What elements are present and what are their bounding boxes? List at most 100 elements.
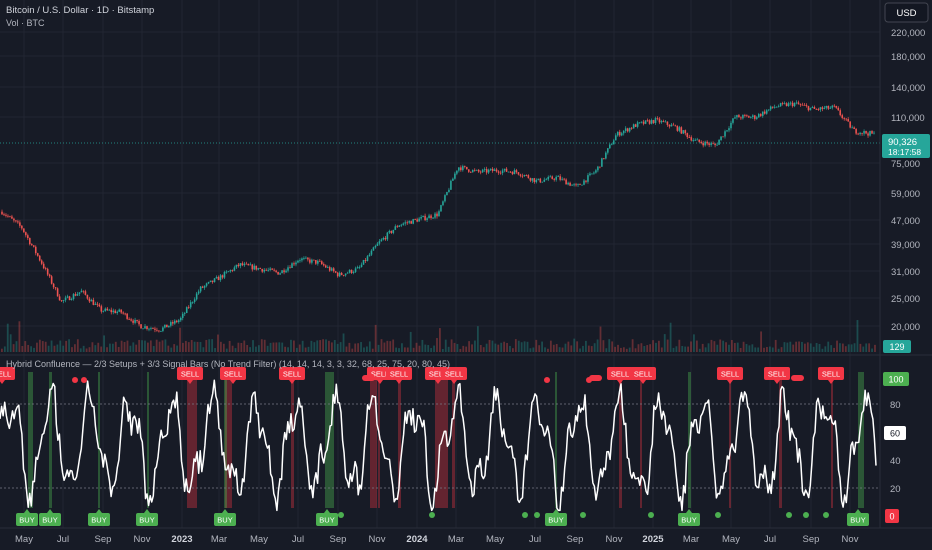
buy-signal-label: BUY xyxy=(217,516,232,525)
candle-body xyxy=(404,222,407,224)
volume-bar xyxy=(418,345,421,352)
oscillator-tick: 20 xyxy=(890,484,901,495)
volume-bar xyxy=(690,341,692,352)
oscillator-axis[interactable]: 100 80 60 40 20 0 xyxy=(883,372,909,523)
price-axis[interactable]: 220,000 180,000 140,000 110,000 75,000 5… xyxy=(891,28,925,333)
candle-body xyxy=(229,270,232,272)
sell-dot xyxy=(586,377,592,383)
volume-bar xyxy=(436,338,438,352)
candle-body xyxy=(221,275,224,278)
candle-body xyxy=(555,176,557,180)
candle-body xyxy=(418,218,420,222)
currency-button[interactable]: USD xyxy=(884,2,929,23)
volume-bar xyxy=(222,343,225,352)
buy-band xyxy=(98,372,100,508)
candle-body xyxy=(722,136,724,138)
volume-bar xyxy=(205,339,208,352)
candle-body xyxy=(88,298,91,302)
candle-body xyxy=(509,171,512,173)
buy-signal[interactable] xyxy=(678,513,700,526)
candle-body xyxy=(269,268,271,270)
buy-signal-label: BUY xyxy=(319,516,334,525)
buy-signal[interactable] xyxy=(39,513,61,526)
candle-body xyxy=(334,271,337,273)
volume-bar xyxy=(74,344,76,352)
candle-body xyxy=(66,296,69,298)
sell-signal-label: SELL xyxy=(822,370,840,379)
sell-signal[interactable] xyxy=(386,367,412,380)
sell-signal[interactable] xyxy=(764,367,790,380)
candle-body xyxy=(638,122,641,124)
sell-signal[interactable] xyxy=(630,367,656,380)
sell-dot xyxy=(544,377,550,383)
volume-bar xyxy=(622,347,625,352)
sell-signal[interactable] xyxy=(717,367,743,380)
volume-bar xyxy=(6,323,9,352)
volume-bar xyxy=(731,339,733,352)
volume-bar xyxy=(316,340,319,352)
sell-signal-label: SELL xyxy=(611,370,629,379)
sell-signal[interactable] xyxy=(607,367,633,380)
candle-body xyxy=(674,125,677,127)
volume-bar xyxy=(409,331,412,352)
sell-dot xyxy=(72,377,78,383)
volume-bar xyxy=(482,347,485,352)
buy-signal[interactable] xyxy=(214,513,236,526)
buy-signal-pointer xyxy=(855,509,861,513)
sell-signal-label: SELL xyxy=(283,370,301,379)
sell-signal[interactable] xyxy=(0,367,15,380)
buy-signal[interactable] xyxy=(847,513,869,526)
sell-signal[interactable] xyxy=(220,367,246,380)
buy-signal[interactable] xyxy=(545,513,567,526)
volume-bar xyxy=(672,347,675,352)
candle-body xyxy=(11,216,13,219)
symbol-title[interactable]: Bitcoin / U.S. Dollar · 1D · Bitstamp xyxy=(6,5,154,16)
candle-body xyxy=(60,300,63,302)
currency-button-frame[interactable] xyxy=(884,2,929,23)
candle-body xyxy=(493,169,496,171)
candle-body xyxy=(271,268,273,270)
sell-signal[interactable] xyxy=(441,367,467,380)
volume-bar xyxy=(453,342,456,352)
candle-body xyxy=(330,268,333,271)
sell-signal-pointer xyxy=(640,380,646,384)
volume-bar xyxy=(298,344,301,352)
indicator-title[interactable]: Hybrid Confluence — 2/3 Setups + 3/3 Sig… xyxy=(6,359,450,369)
time-axis[interactable]: May Jul Sep Nov 2023 Mar May Jul Sep Nov… xyxy=(15,534,859,545)
volume-bar xyxy=(809,343,812,352)
volume-bar xyxy=(190,340,193,352)
price-tick: 25,000 xyxy=(891,294,920,305)
currency-button-label[interactable]: USD xyxy=(896,8,916,19)
volume-bar xyxy=(660,347,663,352)
volume-bar xyxy=(176,345,178,352)
candle-body xyxy=(595,170,597,173)
sell-signal[interactable] xyxy=(279,367,305,380)
candle-body xyxy=(283,270,285,273)
volume-bar xyxy=(847,344,850,352)
candle-body xyxy=(867,133,869,136)
candle-body xyxy=(821,107,824,109)
candle-body xyxy=(529,178,532,181)
buy-signal[interactable] xyxy=(136,513,158,526)
candle-body xyxy=(15,220,17,222)
candle-body xyxy=(356,267,359,269)
candle-body xyxy=(829,107,832,109)
buy-signal[interactable] xyxy=(316,513,338,526)
volume-bar xyxy=(217,334,219,352)
candle-body xyxy=(118,309,120,312)
volume-legend[interactable]: Vol · BTC xyxy=(6,18,45,28)
volume-bar xyxy=(844,346,847,352)
sell-signal[interactable] xyxy=(177,367,203,380)
volume-bar xyxy=(684,346,687,352)
buy-signal[interactable] xyxy=(88,513,110,526)
candle-body xyxy=(114,310,117,314)
level-100-badge xyxy=(883,372,909,386)
buy-signal[interactable] xyxy=(16,513,38,526)
candle-body xyxy=(185,307,188,313)
buy-dot xyxy=(338,512,344,518)
candle-body xyxy=(819,107,822,110)
sell-signal[interactable] xyxy=(818,367,844,380)
candle-body xyxy=(338,272,341,277)
